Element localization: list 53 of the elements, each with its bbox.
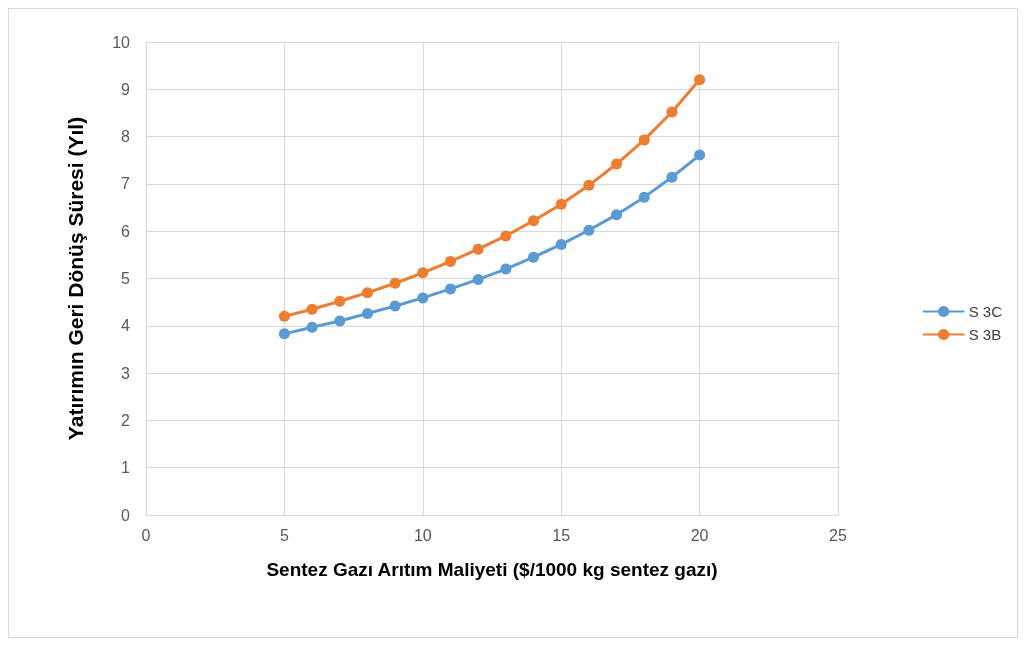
y-tick-label: 6 (121, 222, 131, 240)
point (444, 283, 456, 295)
y-tick-label: 2 (121, 411, 131, 429)
y-tick-label: 5 (121, 270, 131, 287)
y-tick-label: 3 (121, 364, 131, 382)
point (278, 310, 290, 322)
x-tick-label: 25 (829, 526, 847, 544)
point (306, 303, 318, 315)
y-tick-label: 1 (121, 459, 131, 477)
point (694, 74, 706, 86)
legend-label: S 3B (968, 326, 1002, 343)
x-tick-label: 0 (141, 526, 151, 544)
y-tick-label: 10 (112, 33, 131, 51)
point (361, 287, 373, 299)
point (417, 292, 429, 304)
point (306, 321, 318, 333)
point (528, 251, 540, 263)
point (389, 277, 401, 289)
point (528, 215, 540, 227)
x-tick-label: 15 (552, 526, 571, 544)
y-tick-label: 8 (121, 128, 131, 146)
point (500, 263, 512, 275)
x-tick-label: 5 (279, 526, 289, 544)
point (583, 179, 595, 191)
point (361, 308, 373, 319)
point (638, 191, 650, 203)
point (555, 198, 567, 210)
point (278, 328, 290, 340)
point (638, 134, 650, 146)
y-axis-title: Yatırımın Geri Dönüş Süresi (Yıl) (64, 116, 87, 441)
y-tick-label: 7 (121, 175, 131, 193)
y-tick-label: 9 (121, 80, 131, 98)
point (694, 149, 706, 161)
point (472, 243, 484, 255)
point (583, 224, 595, 236)
point (666, 171, 678, 183)
y-tick-label: 4 (121, 317, 131, 335)
point (334, 295, 346, 307)
point (500, 230, 512, 242)
point (334, 315, 346, 327)
y-tick-label: 0 (121, 506, 131, 524)
point (389, 300, 401, 312)
point (666, 106, 678, 118)
point (555, 238, 567, 250)
point (472, 273, 484, 285)
x-tick-label: 20 (690, 526, 709, 544)
point (417, 267, 429, 279)
x-axis-title: Sentez Gazı Arıtım Maliyeti ($/1000 kg sentez gazı) (266, 559, 718, 580)
point (444, 255, 456, 267)
x-tick-label: 10 (413, 526, 432, 544)
legend-label: S 3C (968, 303, 1003, 320)
point (611, 158, 623, 170)
point (611, 209, 623, 221)
